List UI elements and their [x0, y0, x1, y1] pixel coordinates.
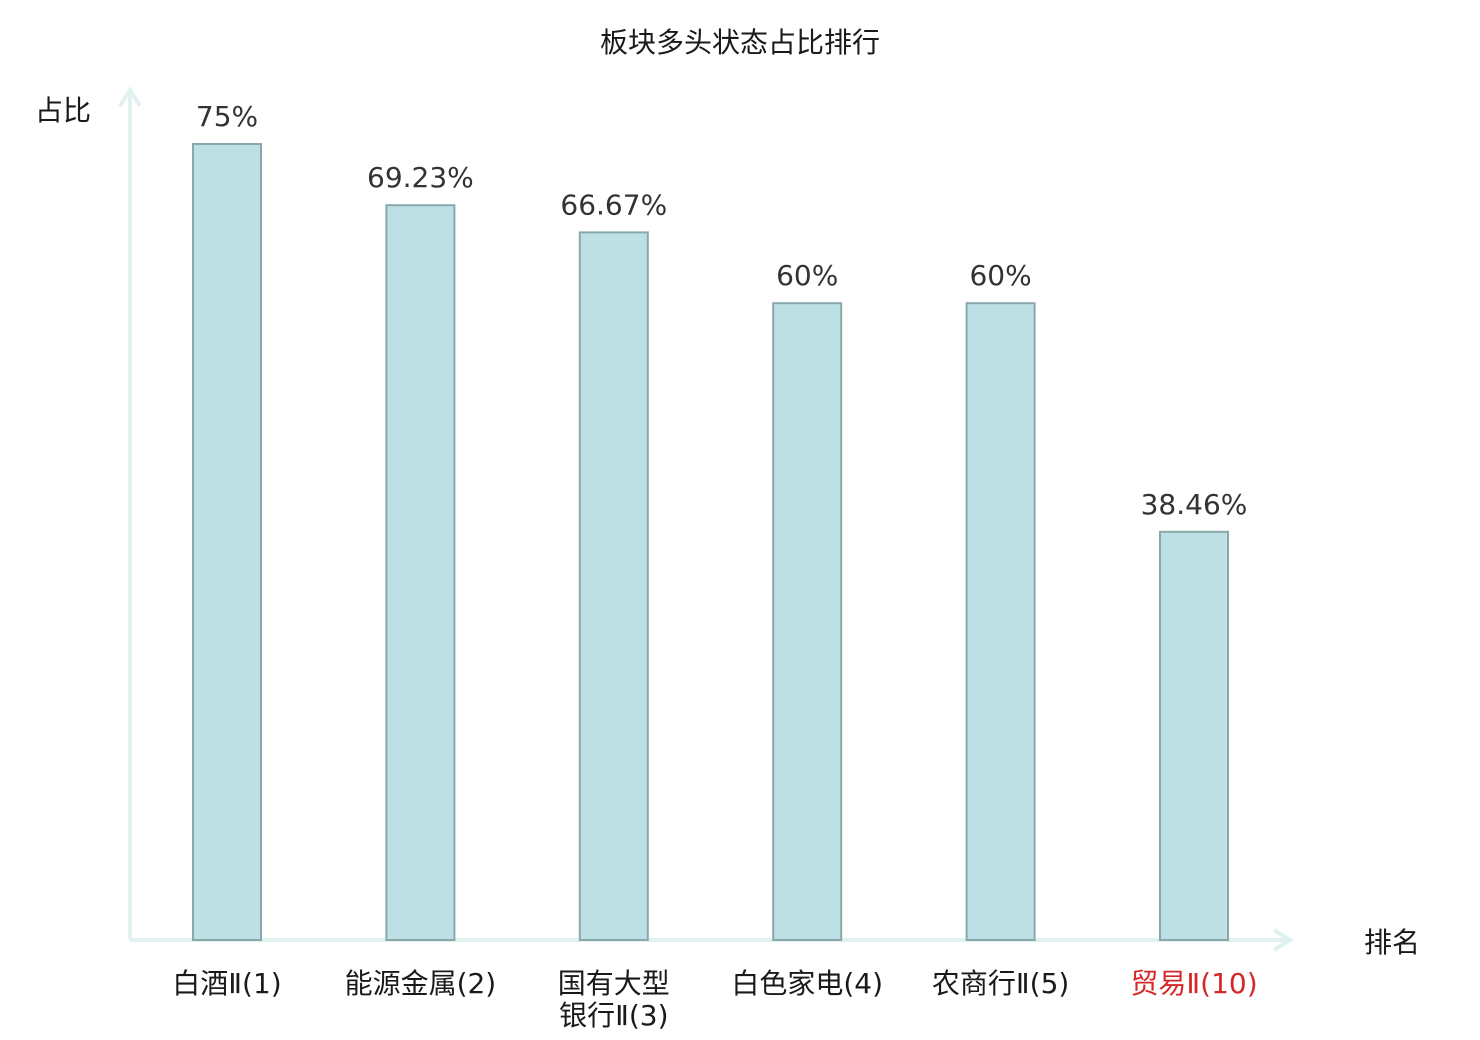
y-axis-arrow — [118, 86, 142, 108]
data-label: 60% — [776, 259, 838, 292]
bars-group — [192, 143, 1229, 941]
axes — [118, 86, 1294, 952]
data-label: 66.67% — [560, 188, 667, 221]
x-axis-arrow — [1272, 928, 1294, 952]
bar — [1159, 530, 1229, 941]
bar — [965, 302, 1036, 941]
data-label: 75% — [196, 100, 258, 133]
x-axis-title: 排名 — [1364, 926, 1420, 959]
bar — [578, 231, 649, 941]
y-axis-title: 占比 — [35, 94, 91, 127]
bar — [192, 143, 262, 941]
bar — [772, 302, 843, 941]
value-labels-group: 75% 69.23% 66.67% 60% 60% 38.46% — [196, 100, 1248, 521]
bar — [385, 204, 456, 941]
data-label: 38.46% — [1141, 488, 1248, 521]
x-tick-label: 白色家电(4) — [731, 967, 883, 1000]
x-tick-label: 能源金属(2) — [345, 967, 497, 1000]
data-label: 69.23% — [367, 161, 474, 194]
data-label: 60% — [969, 259, 1031, 292]
x-tick-label: 农商行Ⅱ(5) — [932, 967, 1069, 1000]
x-tick-label: 白酒Ⅱ(1) — [172, 967, 281, 1000]
x-tick-label: 贸易Ⅱ(10) — [1130, 967, 1257, 1000]
x-tick-label: 银行Ⅱ(3) — [559, 999, 668, 1032]
x-tick-label: 国有大型 — [558, 967, 670, 1000]
chart-title: 板块多头状态占比排行 — [600, 26, 880, 59]
